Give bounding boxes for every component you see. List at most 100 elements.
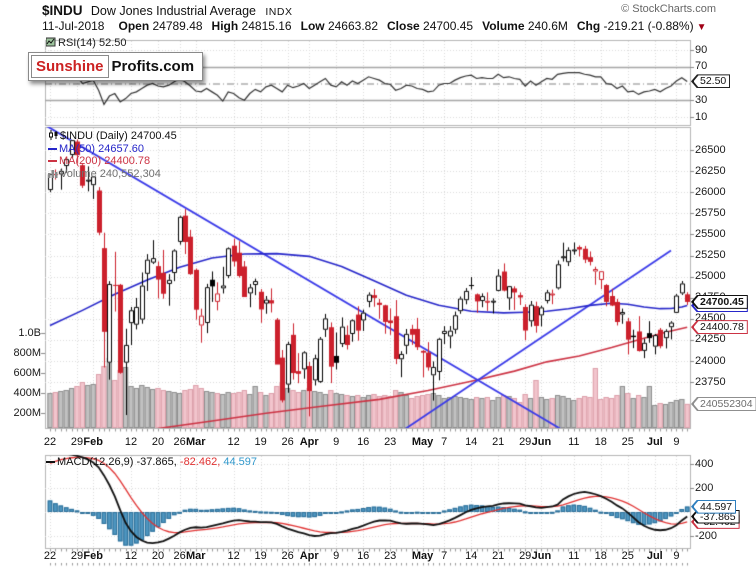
x-axis-label-macd: 7 <box>441 550 448 562</box>
macd-histogram-value: 44.597 <box>223 456 257 468</box>
x-axis-label-macd: Mar <box>186 550 206 562</box>
quote-field-value: 24815.16 <box>238 19 292 33</box>
callout-value: 240552304 <box>700 397 753 410</box>
x-axis-label-main: Jun <box>531 436 552 448</box>
rsi-axis-tick: 10 <box>695 110 708 123</box>
rsi-legend: RSI(14) 52.50 <box>45 37 127 51</box>
change-down-arrow-icon: ▼ <box>696 22 707 33</box>
volume-icon <box>48 169 58 182</box>
ticker-name: Dow Jones Industrial Average <box>90 4 257 18</box>
callout-value: 24400.78 <box>700 321 744 334</box>
volume-axis-tick: 400M <box>13 386 41 399</box>
watermark-part2: Profits.com <box>111 58 195 75</box>
x-axis-label-macd: 29 <box>70 550 84 562</box>
x-axis-label-main: May <box>411 436 434 448</box>
x-axis-label-macd: 18 <box>594 550 607 562</box>
x-axis-label-main: 29 <box>519 436 532 448</box>
callout-value: 24700.45 <box>700 295 744 308</box>
quote-field-label: Close <box>387 19 420 33</box>
macd-label: MACD(12,26,9) -37.865, <box>57 456 177 468</box>
watermark-part1: Sunshine <box>31 55 109 78</box>
x-axis-label-macd: 16 <box>357 550 370 562</box>
x-axis-label-macd: 11 <box>568 550 580 562</box>
x-axis-label-main: 22 <box>43 436 57 448</box>
x-axis-label-main: 9 <box>673 436 680 448</box>
x-axis-label-main: Jul <box>646 436 663 448</box>
quote-field-value: 24789.48 <box>149 19 203 33</box>
price-axis-tick: 23750 <box>695 375 726 388</box>
quote-field-value: -219.21 (-0.88%) <box>600 19 694 33</box>
x-axis-label-macd: 14 <box>465 550 478 562</box>
x-axis-label-main: 18 <box>594 436 607 448</box>
x-axis-label-macd: 12 <box>227 550 240 562</box>
x-axis-label-macd: 26 <box>173 550 186 562</box>
x-axis-label-main: 11 <box>568 436 580 448</box>
rsi-axis-tick: 70 <box>695 60 708 73</box>
price-axis-tick: 25250 <box>695 249 726 261</box>
quote-field-label: Low <box>300 19 325 33</box>
volume-label: Volume 240,552,304 <box>60 167 161 180</box>
quote-field-value: 240.6M <box>524 19 568 33</box>
sunshine-profits-watermark: Sunshine Profits.com <box>28 52 204 81</box>
x-axis-label-macd: 22 <box>43 550 57 562</box>
axis-callout-24400.78: 24400.78 <box>691 320 748 335</box>
quote-field-label: Open <box>118 19 150 33</box>
price-axis-tick: 24000 <box>695 354 726 367</box>
x-axis-label-macd: 12 <box>124 550 138 562</box>
callout-value: 44.597 <box>700 500 733 513</box>
x-axis-label-main: 19 <box>254 436 267 448</box>
quote-line: 11-Jul-2018 Open 24789.48 High 24815.16 Low… <box>42 19 707 33</box>
price-axis-tick: 26500 <box>695 143 726 156</box>
x-axis-label-macd: Jul <box>646 550 663 562</box>
price-axis-tick: 26250 <box>695 164 726 177</box>
axis-callout-240552304: 240552304 <box>691 396 756 411</box>
quote-date: 11-Jul-2018 <box>42 19 105 33</box>
rsi-axis-tick: 30 <box>695 93 708 106</box>
x-axis-label-main: 23 <box>384 436 397 448</box>
volume-axis-tick: 600M <box>13 366 41 379</box>
ticker-symbol: $INDU <box>42 3 83 18</box>
candlestick-icon <box>48 130 58 144</box>
stockcharts-credit: © StockCharts.com <box>621 3 716 15</box>
macd-signal-value: -82.462, <box>179 456 221 468</box>
x-axis-label-macd: May <box>411 550 434 562</box>
price-axis-tick: 25000 <box>695 270 726 283</box>
main-symbol-label: $INDU (Daily) 24700.45 <box>60 130 177 142</box>
x-axis-label-main: Apr <box>299 436 319 448</box>
x-axis-label-macd: 21 <box>492 550 505 562</box>
rsi-label: RSI(14) 52.50 <box>58 37 127 49</box>
x-axis-label-macd: 19 <box>254 550 267 562</box>
x-axis-label-main: Mar <box>186 436 206 448</box>
axis-callout-24700.45: 24700.45 <box>691 294 748 309</box>
x-axis-label-macd: Feb <box>83 550 103 562</box>
x-axis-label-macd: 20 <box>151 550 165 562</box>
macd-axis-tick: -200 <box>695 529 718 542</box>
x-axis-label-main: 16 <box>357 436 370 448</box>
quote-field-label: High <box>211 19 239 33</box>
quote-field-value: 24663.82 <box>324 19 378 33</box>
main-legend: $INDU (Daily) 24700.45 MA(50) 24657.60 M… <box>48 130 177 180</box>
x-axis-label-macd: 9 <box>333 550 340 562</box>
x-axis-label-main: 26 <box>281 436 294 448</box>
axis-callout-52.50: 52.50 <box>691 74 731 89</box>
x-axis-label-macd: Apr <box>299 550 319 562</box>
macd-axis-tick: 400 <box>695 457 714 470</box>
x-axis-label-macd: 26 <box>281 550 294 562</box>
x-axis-label-main: 12 <box>227 436 240 448</box>
x-axis-label-macd: 9 <box>673 550 680 562</box>
x-axis-label-macd: 23 <box>384 550 397 562</box>
quote-field-label: Volume <box>482 19 525 33</box>
x-axis-label-main: 25 <box>621 436 634 448</box>
price-axis-tick: 25500 <box>695 227 726 240</box>
macd-legend: MACD(12,26,9) -37.865, -82.462, 44.597 <box>46 456 257 469</box>
ma50-label: MA(50) 24657.60 <box>59 142 144 155</box>
x-axis-label-macd: 25 <box>621 550 634 562</box>
x-axis-label-macd: Jun <box>531 550 552 562</box>
volume-axis-tick: 1.0B <box>18 326 41 339</box>
indicator-icon <box>45 37 56 51</box>
x-axis-label-main: 12 <box>124 436 138 448</box>
chart-header: © StockCharts.com $INDU Dow Jones Indust… <box>42 3 716 18</box>
x-axis-label-main: 21 <box>492 436 505 448</box>
